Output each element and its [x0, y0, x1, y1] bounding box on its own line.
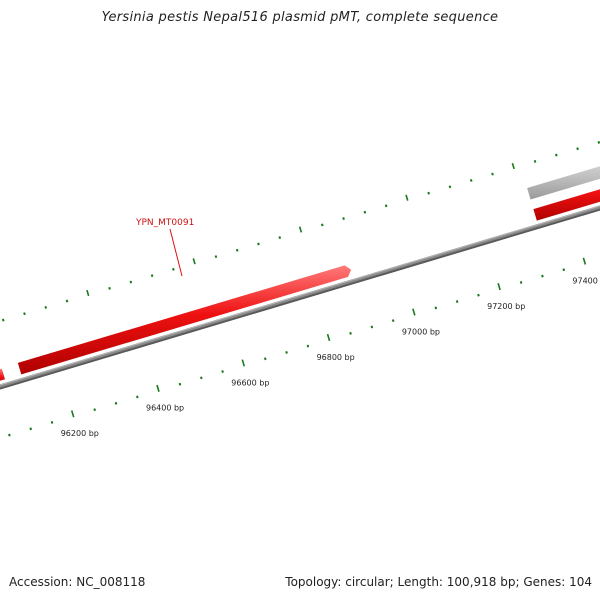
scale-label: 96400 bp	[146, 404, 184, 413]
scale-tick-mark	[562, 268, 566, 272]
gene-label-layer: YPN_MT0091	[135, 218, 194, 277]
outer-tick-mark	[1, 318, 5, 322]
outer-tick-mark	[86, 289, 90, 297]
outer-tick-mark	[129, 280, 133, 284]
scale-label: 97000 bp	[402, 327, 440, 336]
scale-tick-mark	[434, 306, 438, 310]
outer-tick-mark	[555, 153, 558, 157]
scale-tick-mark	[455, 300, 459, 303]
scale-label: 97200 bp	[487, 302, 525, 311]
outer-tick-mark	[597, 140, 600, 144]
outer-tick-mark	[511, 162, 515, 170]
scale-tick-mark	[541, 274, 544, 278]
scale-tick-mark	[263, 357, 267, 361]
outer-tick-mark	[172, 267, 175, 271]
outer-tick-mark	[44, 305, 48, 309]
scale-tick-mark	[326, 333, 331, 342]
outer-tick-track	[1, 140, 600, 322]
gene-block-left-edge[interactable]	[0, 368, 5, 387]
scale-tick-mark	[306, 344, 310, 348]
outer-tick-mark	[342, 217, 345, 220]
outer-tick-mark	[150, 274, 154, 278]
scale-tick-mark	[136, 395, 139, 399]
outer-tick-mark	[298, 226, 303, 233]
scale-tick-mark	[349, 331, 352, 335]
outer-tick-mark	[235, 248, 239, 252]
outer-tick-mark	[576, 147, 579, 151]
outer-tick-mark	[533, 159, 537, 163]
outer-tick-mark	[278, 236, 282, 240]
scale-tick-mark	[93, 408, 96, 412]
outer-tick-mark	[257, 242, 260, 246]
scale-tick-mark	[391, 319, 395, 323]
outer-tick-mark	[214, 255, 218, 259]
gene-block-ypn-mt0091[interactable]	[17, 265, 352, 375]
scale-tick-mark	[477, 293, 480, 297]
scale-tick-mark	[70, 410, 75, 418]
scale-tick-mark	[221, 370, 224, 373]
gene-label-ypn-mt0091: YPN_MT0091	[135, 218, 194, 228]
outer-tick-mark	[321, 223, 324, 227]
topology-summary-text: Topology: circular; Length: 100,918 bp; …	[285, 575, 592, 589]
scale-tick-mark	[50, 420, 54, 424]
scale-tick-mark	[199, 376, 203, 380]
scale-label-layer: 96200 bp 96400 bp 96600 bp 96800 bp 97000 bp…	[61, 277, 600, 439]
scale-tick-mark	[241, 359, 246, 367]
outer-tick-mark	[192, 258, 196, 265]
outer-tick-mark	[427, 191, 430, 195]
scale-tick-track	[8, 257, 587, 437]
outer-tick-mark	[65, 299, 69, 303]
scale-tick-mark	[370, 325, 374, 329]
outer-tick-mark	[448, 185, 452, 189]
sequence-backbone-layer	[0, 205, 600, 390]
scale-tick-mark	[497, 283, 501, 291]
gene-label-leader	[169, 228, 183, 277]
scale-label: 96200 bp	[61, 429, 99, 438]
scale-label: 96600 bp	[231, 378, 269, 387]
outer-tick-mark	[363, 210, 367, 214]
scale-tick-mark	[412, 308, 416, 316]
accession-text: Accession: NC_008118	[9, 575, 146, 589]
outer-tick-mark	[108, 286, 111, 290]
outer-tick-mark	[491, 172, 494, 176]
scale-tick-mark	[178, 382, 182, 386]
scale-tick-mark	[114, 401, 118, 405]
outer-tick-mark	[23, 312, 26, 316]
gene-block-right-grey[interactable]	[527, 149, 600, 200]
scale-label: 96800 bp	[317, 353, 355, 362]
scale-tick-mark	[285, 350, 288, 354]
outer-tick-mark	[469, 179, 473, 182]
scale-tick-mark	[519, 281, 523, 284]
scale-label: 97400 bp	[572, 277, 600, 286]
map-title: Yersinia pestis Nepal516 plasmid pMT, co…	[101, 10, 499, 25]
backbone-highlight	[0, 205, 600, 386]
outer-tick-mark	[405, 194, 409, 201]
gene-block-right-forward[interactable]	[533, 170, 600, 221]
scale-tick-mark	[29, 427, 33, 431]
sequence-backbone	[0, 205, 600, 388]
scale-tick-mark	[156, 384, 160, 392]
outer-tick-mark	[384, 204, 388, 208]
gene-track	[0, 149, 600, 387]
scale-tick-mark	[8, 433, 11, 437]
scale-tick-mark	[582, 257, 587, 265]
